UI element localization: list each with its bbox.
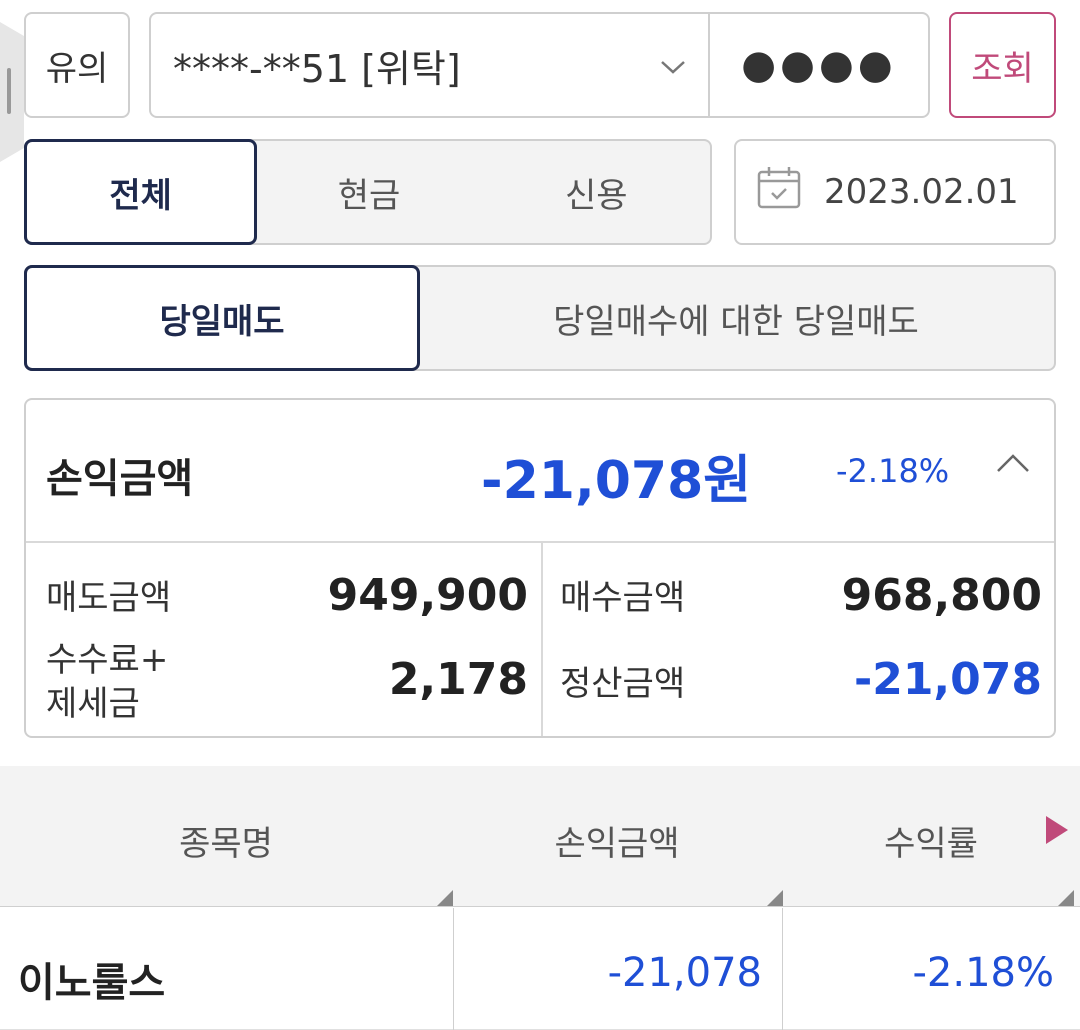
warning-button-label: 유의 bbox=[45, 48, 109, 89]
fee-tax-label-line2: 제세금 bbox=[46, 684, 140, 724]
sort-corner-icon bbox=[1058, 890, 1074, 906]
calendar-icon bbox=[756, 165, 802, 220]
profit-loss-rate: -2.18% bbox=[836, 452, 950, 490]
settlement-value: -21,078 bbox=[853, 654, 1042, 705]
settlement-label: 정산금액 bbox=[560, 664, 686, 704]
summary-divider bbox=[541, 541, 543, 736]
profit-summary-card: 손익금액 -21,078원 -2.18% 매도금액 949,900 매수금액 9… bbox=[24, 398, 1056, 738]
chevron-down-icon bbox=[660, 48, 686, 83]
column-header-profit[interactable]: 손익금액 bbox=[554, 824, 680, 864]
tab-credit[interactable]: 신용 bbox=[483, 141, 710, 243]
tab-today-sell[interactable]: 당일매도 bbox=[24, 265, 420, 371]
tab-cash-label: 현금 bbox=[337, 175, 401, 216]
password-field[interactable]: ●●●● bbox=[710, 14, 928, 116]
summary-header[interactable]: 손익금액 -21,078원 -2.18% bbox=[26, 400, 1054, 543]
handle-grip-icon bbox=[7, 68, 11, 114]
buy-amount-label: 매수금액 bbox=[560, 578, 686, 618]
tab-today-sell-label: 당일매도 bbox=[159, 301, 285, 342]
column-divider bbox=[453, 908, 454, 1030]
account-input-group: ****-**51 [위탁] ●●●● bbox=[149, 12, 930, 118]
scroll-right-arrow-icon[interactable] bbox=[1046, 816, 1068, 844]
chevron-up-icon[interactable] bbox=[996, 452, 1036, 482]
password-mask: ●●●● bbox=[741, 42, 897, 88]
sell-amount-value: 949,900 bbox=[327, 570, 528, 621]
query-button[interactable]: 조회 bbox=[949, 12, 1056, 118]
tab-all[interactable]: 전체 bbox=[24, 139, 258, 245]
tab-today-buy-sell[interactable]: 당일매수에 대한 당일매도 bbox=[418, 267, 1054, 369]
account-select[interactable]: ****-**51 [위탁] bbox=[151, 14, 710, 116]
date-value: 2023.02.01 bbox=[824, 172, 1019, 212]
profit-loss-amount: -21,078원 bbox=[481, 451, 752, 511]
stock-profit-amount: -21,078 bbox=[607, 950, 762, 996]
column-divider bbox=[782, 908, 783, 1030]
stock-name: 이노룰스 bbox=[18, 960, 166, 1006]
date-picker[interactable]: 2023.02.01 bbox=[734, 139, 1056, 245]
buy-amount-value: 968,800 bbox=[841, 570, 1042, 621]
table-row[interactable]: 이노룰스 -21,078 -2.18% bbox=[0, 908, 1080, 1030]
table-header: 종목명 손익금액 수익률 bbox=[0, 766, 1080, 907]
stock-profit-rate: -2.18% bbox=[912, 950, 1054, 996]
column-header-rate[interactable]: 수익률 bbox=[884, 824, 978, 864]
tab-credit-label: 신용 bbox=[565, 175, 628, 216]
tab-today-buy-sell-label: 당일매수에 대한 당일매도 bbox=[553, 301, 919, 342]
credit-type-tabs: 전체 현금 신용 bbox=[24, 139, 712, 245]
sort-corner-icon bbox=[767, 890, 783, 906]
profit-loss-label: 손익금액 bbox=[46, 456, 194, 502]
warning-button[interactable]: 유의 bbox=[24, 12, 130, 118]
sort-corner-icon bbox=[437, 890, 453, 906]
fee-tax-value: 2,178 bbox=[388, 654, 528, 705]
column-header-name[interactable]: 종목명 bbox=[179, 824, 273, 864]
query-button-label: 조회 bbox=[971, 48, 1034, 89]
side-panel-handle[interactable] bbox=[0, 22, 24, 162]
tab-all-label: 전체 bbox=[109, 175, 172, 216]
fee-tax-label-line1: 수수료+ bbox=[46, 640, 169, 680]
account-value: ****-**51 [위탁] bbox=[173, 46, 461, 91]
trade-type-tabs: 당일매도 당일매수에 대한 당일매도 bbox=[24, 265, 1056, 371]
sell-amount-label: 매도금액 bbox=[46, 578, 172, 618]
tab-cash[interactable]: 현금 bbox=[255, 141, 482, 243]
